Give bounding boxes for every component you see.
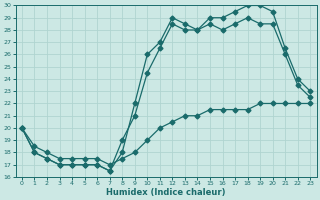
X-axis label: Humidex (Indice chaleur): Humidex (Indice chaleur) bbox=[106, 188, 226, 197]
